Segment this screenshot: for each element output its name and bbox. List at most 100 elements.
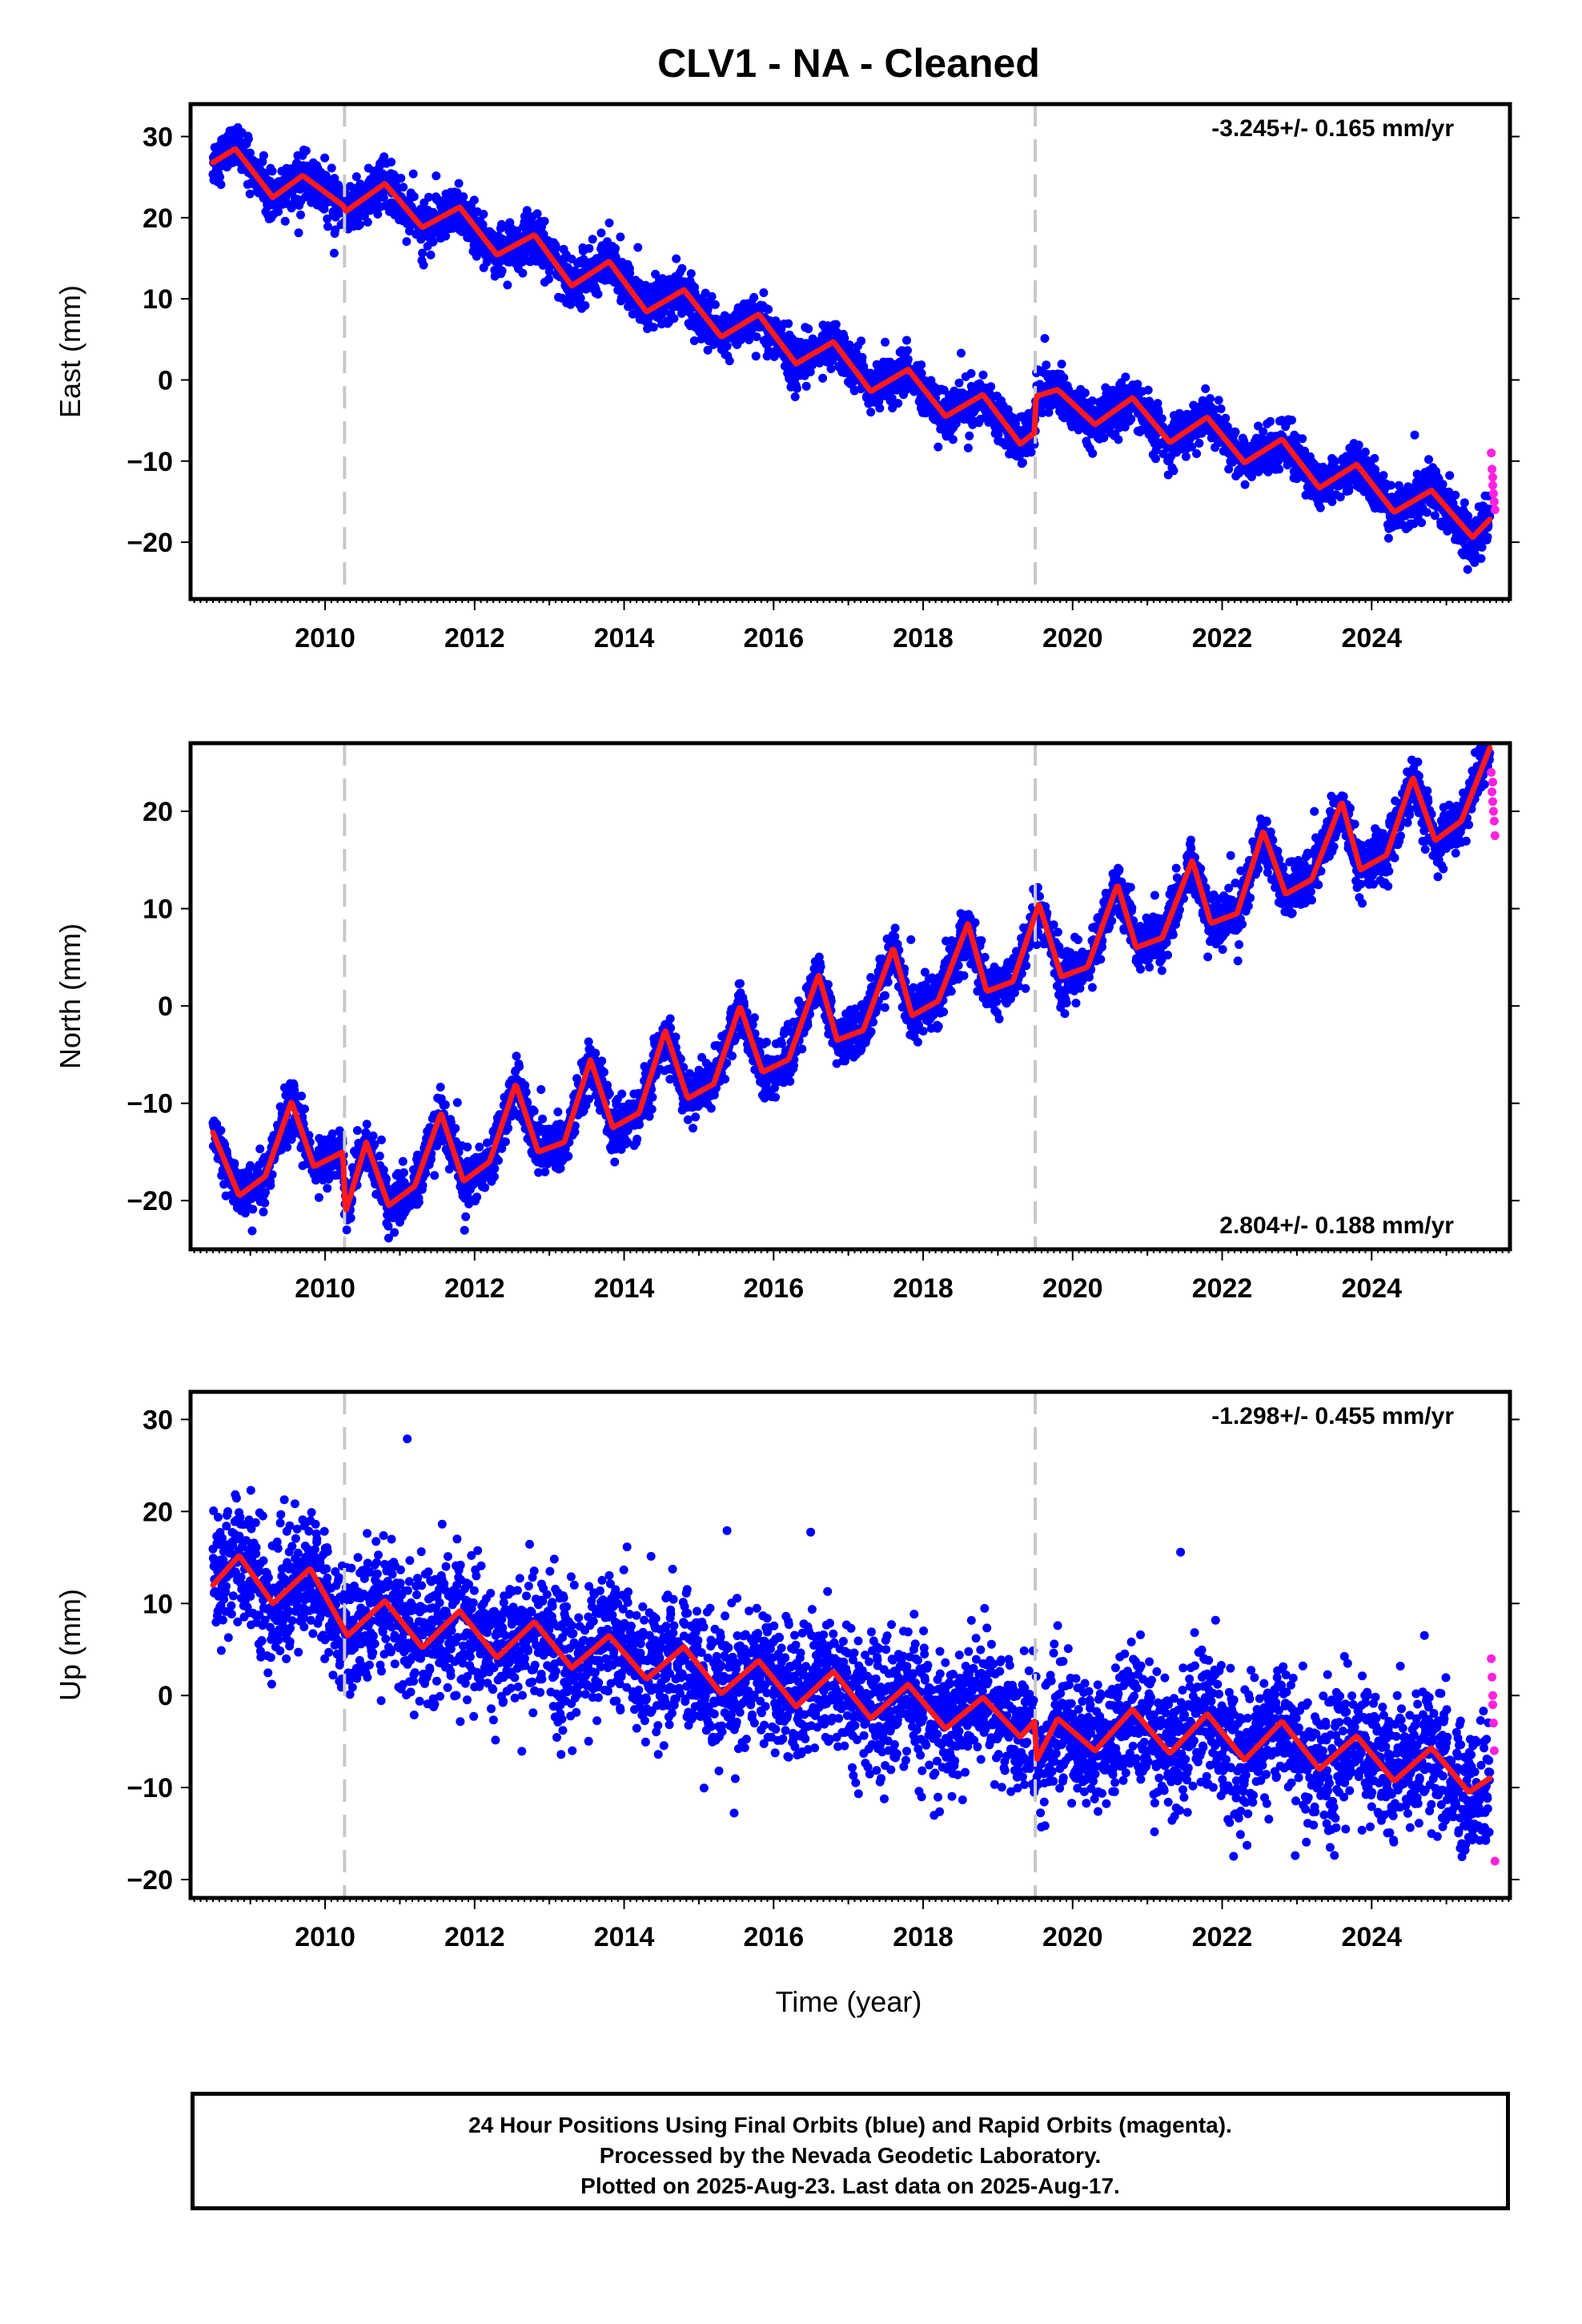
data-point [522, 206, 532, 215]
x-tick-label: 2020 [1042, 623, 1103, 653]
data-point [751, 352, 761, 361]
data-point [1315, 503, 1325, 513]
data-point [759, 288, 769, 297]
data-point [1287, 416, 1296, 425]
data-point [826, 364, 836, 373]
x-tick-label: 2018 [893, 623, 954, 653]
data-point [1410, 430, 1419, 440]
data-point [479, 210, 488, 219]
y-tick-label: 30 [143, 123, 173, 153]
data-point [267, 167, 277, 176]
data-point [1151, 454, 1160, 464]
data-point [1477, 542, 1487, 552]
data-point [243, 135, 253, 144]
data-point [323, 222, 332, 231]
data-point [280, 216, 290, 226]
x-tick-label: 2016 [743, 623, 804, 653]
data-point [1042, 360, 1051, 370]
data-point [722, 341, 732, 351]
data-point [216, 1126, 226, 1135]
data-point [875, 404, 885, 413]
data-point [749, 292, 759, 302]
data-point [330, 174, 339, 183]
data-point [215, 172, 225, 182]
data-point [323, 214, 332, 223]
rate-label: -3.245+/- 0.165 mm/yr [1211, 115, 1454, 142]
data-point [1201, 384, 1211, 393]
data-point [616, 232, 625, 242]
data-point [351, 172, 361, 182]
data-point [441, 231, 451, 241]
data-point [329, 248, 339, 258]
data-point [831, 320, 841, 329]
data-point [331, 225, 340, 235]
data-point [297, 1092, 307, 1101]
data-point [432, 171, 441, 181]
data-point [472, 251, 481, 261]
data-point [1483, 533, 1492, 542]
data-point [327, 163, 336, 173]
data-point [1059, 373, 1069, 383]
data-point [426, 250, 436, 259]
data-point [259, 151, 268, 160]
data-point [1080, 388, 1090, 398]
data-point [1231, 427, 1240, 436]
data-point [294, 228, 303, 238]
data-point [379, 152, 389, 162]
data-point [903, 355, 913, 364]
data-point [300, 1104, 309, 1114]
data-point [1206, 394, 1215, 404]
data-point [1424, 455, 1433, 464]
data-point [503, 280, 512, 290]
data-point [1088, 448, 1098, 458]
data-point [1192, 449, 1202, 458]
data-point [266, 1180, 275, 1190]
data-point [1354, 440, 1363, 450]
data-point [1133, 380, 1142, 389]
final-orbit-points [208, 743, 1495, 1243]
data-point [540, 216, 549, 226]
data-point [1214, 396, 1223, 405]
data-point [903, 346, 912, 356]
data-point [320, 153, 330, 163]
data-point [405, 227, 414, 235]
data-point [552, 243, 561, 252]
data-point [689, 336, 699, 345]
data-point [1275, 464, 1284, 474]
data-point [245, 189, 255, 199]
data-point [355, 220, 365, 229]
rapid-data-point [1488, 464, 1497, 474]
data-point [1216, 404, 1226, 413]
data-point [396, 174, 406, 183]
final-orbit-points [208, 123, 1495, 574]
data-point [1383, 533, 1393, 543]
data-point [902, 336, 911, 345]
y-tick-label: 20 [143, 203, 173, 234]
data-point [1018, 458, 1027, 468]
data-point [1057, 360, 1066, 369]
data-point [604, 218, 614, 227]
data-point [857, 352, 867, 362]
data-point [784, 319, 793, 328]
data-point [274, 207, 283, 216]
data-point [580, 301, 590, 310]
data-point [725, 356, 734, 366]
data-point [576, 293, 585, 303]
x-tick-label: 2010 [295, 623, 355, 653]
data-point [948, 435, 958, 444]
data-point [1422, 508, 1431, 517]
data-point [283, 1143, 292, 1152]
data-point [1026, 448, 1036, 457]
data-point [1143, 385, 1153, 395]
data-point [419, 260, 428, 270]
data-point [459, 192, 468, 202]
rapid-data-point [1488, 480, 1498, 490]
data-point [697, 334, 706, 344]
data-point [301, 146, 311, 155]
data-point [342, 1225, 351, 1235]
data-point [1370, 453, 1379, 463]
data-point [672, 254, 681, 263]
x-tick-label: 2024 [1341, 623, 1402, 653]
data-point [363, 163, 373, 173]
